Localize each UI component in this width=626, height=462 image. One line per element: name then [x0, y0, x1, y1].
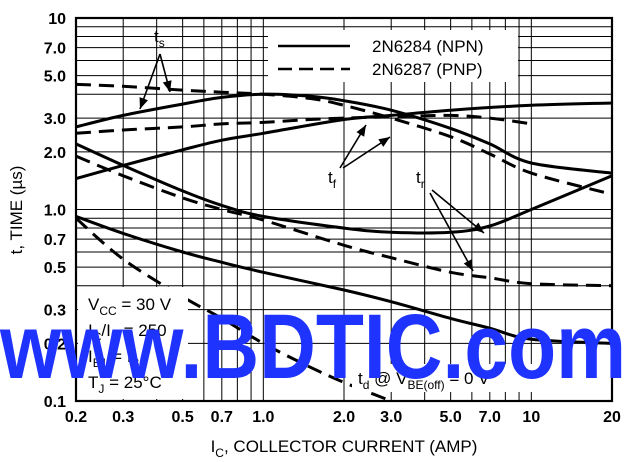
legend-npn-label: 2N6284 (NPN) [372, 37, 484, 56]
x-tick-label: 0.3 [112, 409, 134, 426]
x-tick-label: 5.0 [440, 409, 462, 426]
legend: 2N6284 (NPN) 2N6287 (PNP) [268, 30, 518, 82]
x-tick-labels: 0.2 0.3 0.5 0.7 1.0 2.0 3.0 5.0 7.0 10 20 [65, 409, 621, 426]
y-tick-label: 0.5 [44, 260, 66, 277]
legend-pnp-label: 2N6287 (PNP) [372, 60, 483, 79]
x-tick-label: 7.0 [479, 409, 501, 426]
y-tick-label: 5.0 [44, 69, 66, 86]
y-tick-label: 1.0 [44, 203, 66, 220]
x-tick-label: 0.2 [65, 409, 87, 426]
x-tick-label: 1.0 [252, 409, 274, 426]
x-tick-label: 0.5 [172, 409, 194, 426]
tf-label: tf [328, 168, 337, 191]
x-tick-label: 3.0 [380, 409, 402, 426]
tr-label: tr [416, 168, 425, 191]
y-tick-label: 10 [48, 11, 66, 28]
ts-label: ts [154, 27, 165, 50]
x-tick-label: 0.7 [211, 409, 233, 426]
x-axis-label: IC, COLLECTOR CURRENT (AMP) [211, 437, 478, 460]
x-tick-label: 20 [603, 409, 621, 426]
y-tick-label: 3.0 [44, 111, 66, 128]
x-tick-label: 2.0 [333, 409, 355, 426]
ts-arrow-pnp [160, 54, 172, 92]
y-tick-label: 7.0 [44, 41, 66, 58]
y-axis-label: t, TIME (µs) [7, 166, 26, 255]
y-tick-label: 2.0 [44, 145, 66, 162]
watermark: www.BDTIC.com [0, 296, 626, 398]
annotation-arrows [140, 54, 484, 271]
x-tick-label: 10 [522, 409, 540, 426]
y-tick-label: 0.7 [44, 232, 66, 249]
